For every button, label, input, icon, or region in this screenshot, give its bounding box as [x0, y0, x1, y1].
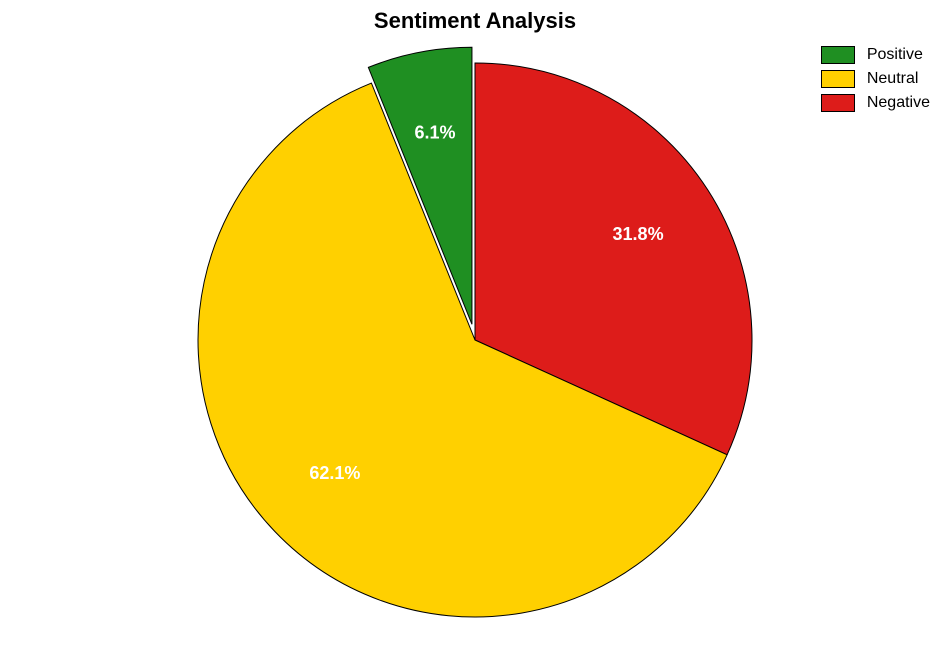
legend-swatch-neutral — [821, 70, 855, 88]
pie-chart: 31.8% 62.1% 6.1% — [0, 0, 950, 662]
legend: Positive Neutral Negative — [821, 46, 930, 118]
legend-item-positive: Positive — [821, 46, 930, 64]
legend-label-negative: Negative — [867, 94, 930, 112]
legend-label-neutral: Neutral — [867, 70, 919, 88]
legend-swatch-positive — [821, 46, 855, 64]
pie-slice-label-negative: 31.8% — [613, 224, 664, 244]
legend-swatch-negative — [821, 94, 855, 112]
pie-slice-label-neutral: 62.1% — [309, 463, 360, 483]
legend-item-negative: Negative — [821, 94, 930, 112]
pie-slice-label-positive: 6.1% — [415, 123, 456, 143]
legend-item-neutral: Neutral — [821, 70, 930, 88]
legend-label-positive: Positive — [867, 46, 923, 64]
